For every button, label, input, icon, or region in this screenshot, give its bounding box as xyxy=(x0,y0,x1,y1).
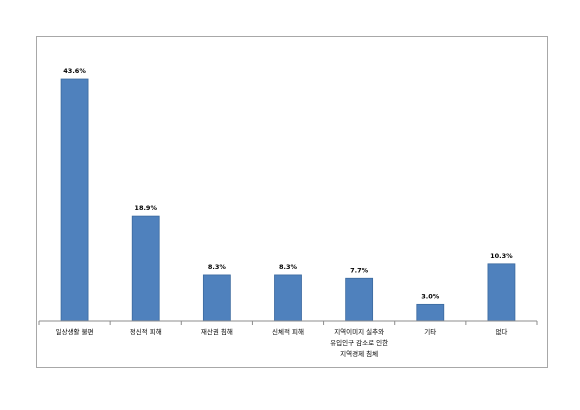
x-tick-label: 지역이미지 실추와 xyxy=(334,327,384,336)
bar xyxy=(131,215,160,322)
x-tick-label: 정신적 피해 xyxy=(130,327,162,336)
x-axis-ticks xyxy=(38,321,538,325)
bar xyxy=(487,263,516,322)
data-label: 3.0% xyxy=(421,292,440,300)
bars-layer xyxy=(60,78,516,322)
data-label: 8.3% xyxy=(279,263,298,271)
data-label: 18.9% xyxy=(134,204,157,212)
x-tick-label: 지역경제 침체 xyxy=(340,349,378,358)
data-label: 8.3% xyxy=(208,263,227,271)
data-label: 7.7% xyxy=(350,266,369,274)
bar xyxy=(202,274,231,322)
labels-layer: 43.6% 18.9% 8.3% 8.3% 7.7% 3.0% 10.3% xyxy=(63,67,513,300)
x-tick-label: 기타 xyxy=(424,327,436,336)
x-tick-label: 없다 xyxy=(495,327,507,336)
x-tick-label: 유입인구 감소로 인한 xyxy=(330,338,388,347)
x-tick-label: 재산권 침해 xyxy=(201,327,233,336)
x-tick-label: 일상생활 불편 xyxy=(56,327,94,336)
bar xyxy=(60,78,89,322)
x-tick-label: 신체적 피해 xyxy=(272,327,304,336)
bar xyxy=(274,274,302,322)
data-label: 10.3% xyxy=(490,252,513,260)
data-label: 43.6% xyxy=(63,67,86,75)
bar xyxy=(416,303,445,322)
bar xyxy=(345,277,374,322)
